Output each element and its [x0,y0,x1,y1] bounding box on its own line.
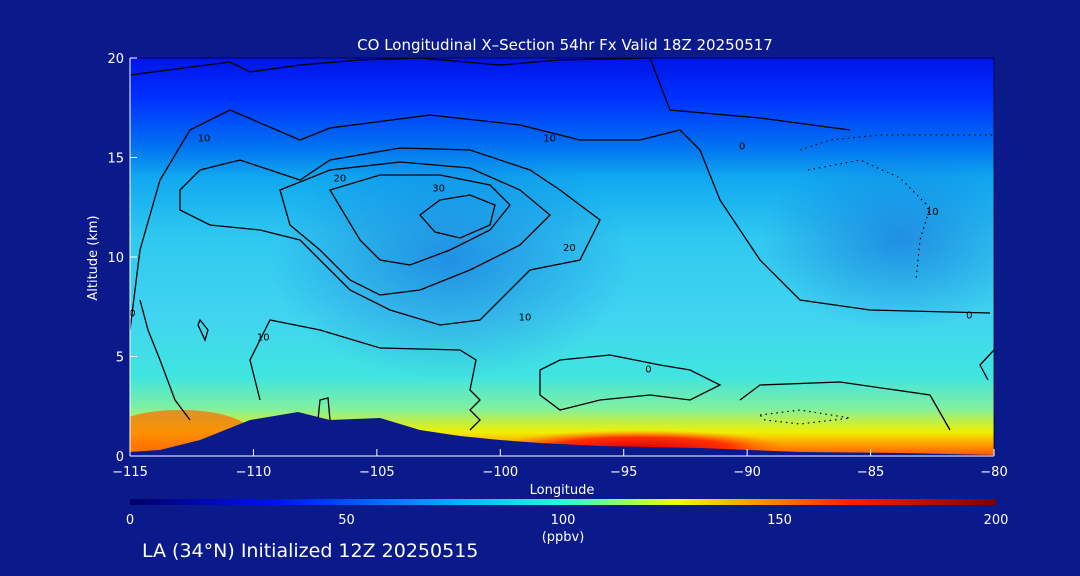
low-co-region-east [760,150,994,330]
x-tick-label: −95 [610,465,637,480]
contour-label: 0 [966,311,972,322]
y-tick-label: 5 [116,351,124,366]
contour-line-35 [419,194,496,239]
contour-label: 10 [543,134,556,145]
contour-loop-2 [317,397,331,421]
negative-contour-low [758,409,851,425]
contour-line-30 [329,174,511,266]
y-axis-label: Altitude (km) [86,215,101,300]
contour-label: 10 [198,134,211,145]
contour-line-edge [139,299,191,421]
contour-label: 20 [333,173,346,184]
x-tick-label: −100 [482,465,518,480]
contour-line-10 [179,147,601,326]
colorbar-tick-label: 200 [984,513,1009,528]
contour-label: 0 [739,142,745,153]
footer-caption: LA (34°N) Initialized 12Z 20250515 [142,540,479,562]
contour-label: 10 [519,313,532,324]
contour-line-east [739,381,951,431]
colorbar-units: (ppbv) [542,530,585,545]
y-tick-label: 10 [107,251,124,266]
colorbar-tick-label: 50 [338,513,355,528]
low-co-region [270,140,630,380]
contour-line [130,58,851,131]
contour-label: 20 [563,243,576,254]
contour-labels: 10 10 20 30 20 10 10 0 10 0 0 0 [129,134,973,376]
contour-line-10-low [249,319,481,431]
y-tick-label: 0 [116,450,124,465]
colorbar [130,499,996,505]
contour-line-20 [279,161,551,296]
x-tick-label: −110 [236,465,272,480]
contour-label: 0 [645,364,651,375]
contour-line-0-low [539,354,722,411]
colorbar-tick-label: 100 [551,513,576,528]
y-tick-label: 15 [107,152,124,167]
contour-label: 0 [129,309,135,320]
x-tick-label: −90 [733,465,760,480]
x-tick-label: −85 [857,465,884,480]
contour-label: 10 [257,333,270,344]
contour-line-edge-east [979,349,994,381]
colorbar-tick-label: 0 [126,513,134,528]
negative-contours [758,134,994,425]
contour-loop [197,318,209,342]
contour-label: 10 [926,207,939,218]
contour-lines [130,58,994,431]
x-ticks: −115 −110 −105 −100 −95 −90 −85 −80 [112,449,1008,480]
contour-label: 30 [432,183,445,194]
plot-area: 10 10 20 30 20 10 10 0 10 0 0 0 [129,58,994,456]
negative-contour [799,134,994,151]
colorbar-tick-label: 150 [767,513,792,528]
x-tick-label: −105 [359,465,395,480]
x-tick-label: −115 [112,465,148,480]
colorbar-ticks: 0 50 100 150 200 [126,513,1009,528]
terrain [130,412,994,456]
contour-line-0 [130,109,991,331]
x-axis-label: Longitude [530,483,595,498]
y-ticks: 0 5 10 15 20 [107,52,137,465]
negative-contour [807,159,931,281]
y-tick-label: 20 [107,52,124,67]
x-tick-label: −80 [980,465,1007,480]
chart-title: CO Longitudinal X–Section 54hr Fx Valid … [357,36,773,54]
